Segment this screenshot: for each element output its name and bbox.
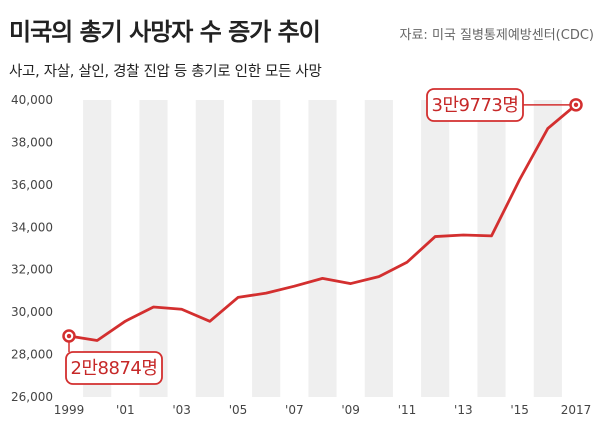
- data-point-marker-core: [573, 102, 579, 108]
- grid-stripe: [533, 100, 562, 397]
- chart-title: 미국의 총기 사망자 수 증가 추이: [9, 18, 321, 46]
- x-axis-ticks: 1999 '01 '03 '05 '07 '09 '11 '13 '15 2017: [54, 403, 592, 417]
- x-tick-label: 1999: [54, 403, 85, 417]
- callout-box: [426, 88, 524, 122]
- grid-stripe: [421, 100, 450, 397]
- callouts: 2만8874명 3만9773명: [62, 88, 583, 385]
- x-tick-label: '01: [116, 403, 135, 417]
- x-tick-label: 2017: [561, 403, 592, 417]
- y-tick-label: 28,000: [11, 348, 53, 362]
- grid-stripe: [364, 100, 393, 397]
- chart-subtitle: 사고, 자살, 살인, 경찰 진압 등 총기로 인한 모든 사망: [9, 64, 322, 80]
- y-axis-ticks: 26,000 28,000 30,000 32,000 34,000 36,000 38,0…: [11, 93, 53, 404]
- y-tick-label: 32,000: [11, 263, 53, 277]
- x-tick-label: '15: [510, 403, 529, 417]
- chart-source: 자료: 미국 질병통제예방센터(CDC): [399, 28, 594, 43]
- grid-stripe: [252, 100, 281, 397]
- y-tick-label: 38,000: [11, 135, 53, 149]
- x-tick-label: '03: [172, 403, 191, 417]
- grid-stripe: [477, 100, 506, 397]
- y-tick-label: 34,000: [11, 220, 53, 234]
- grid-stripe: [308, 100, 337, 397]
- grid-stripe: [139, 100, 168, 397]
- x-tick-label: '09: [341, 403, 360, 417]
- grid-stripe: [195, 100, 224, 397]
- callout-label: 3만9773명: [432, 95, 519, 116]
- background-stripes: [83, 100, 562, 397]
- y-tick-label: 36,000: [11, 178, 53, 192]
- y-tick-label: 40,000: [11, 93, 53, 107]
- y-tick-label: 30,000: [11, 305, 53, 319]
- callout-box: [65, 351, 163, 385]
- x-tick-label: '07: [285, 403, 304, 417]
- y-tick-label: 26,000: [11, 390, 53, 404]
- chart-header: 미국의 총기 사망자 수 증가 추이 자료: 미국 질병통제예방센터(CDC) …: [0, 0, 600, 90]
- data-point-marker-core: [66, 333, 72, 339]
- series-line: [67, 103, 578, 342]
- callout-label: 2만8874명: [71, 358, 158, 379]
- x-tick-label: '11: [398, 403, 417, 417]
- series-line-group: [67, 103, 578, 342]
- x-tick-label: '05: [229, 403, 248, 417]
- x-tick-label: '13: [454, 403, 473, 417]
- grid-stripe: [83, 100, 112, 397]
